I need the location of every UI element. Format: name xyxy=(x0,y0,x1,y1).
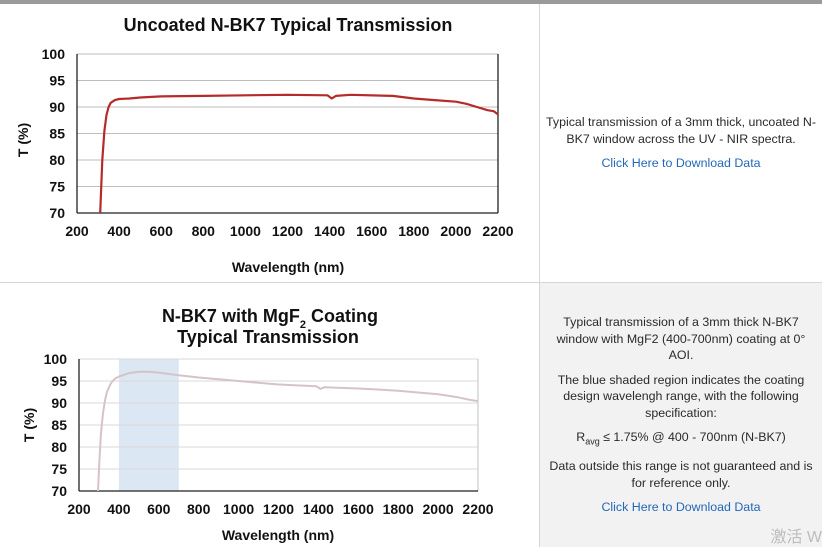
x-axis-label: Wavelength (nm) xyxy=(222,527,334,543)
y-tick-label: 70 xyxy=(49,205,65,221)
x-tick-label: 400 xyxy=(107,223,131,239)
series-group xyxy=(99,93,499,214)
coating-spec: Ravg ≤ 1.75% @ 400 - 700nm (N-BK7) xyxy=(576,429,786,450)
product-row-mgf2: N-BK7 with MgF2 Coating Typical Transmis… xyxy=(0,283,822,547)
x-tick-label: 1600 xyxy=(356,223,387,239)
chart-title-line2: Typical Transmission xyxy=(177,327,359,347)
transmission-series-line xyxy=(99,93,499,214)
chart-cell-mgf2: N-BK7 with MgF2 Coating Typical Transmis… xyxy=(0,283,539,547)
y-axis-label: T (%) xyxy=(21,408,37,442)
chart-title: Uncoated N-BK7 Typical Transmission xyxy=(124,15,453,35)
x-tick-label: 600 xyxy=(147,501,171,517)
x-tick-label: 1400 xyxy=(303,501,334,517)
y-tick-label: 90 xyxy=(49,99,65,115)
y-tick-labels: 70 75 80 85 90 95 100 xyxy=(44,351,68,499)
x-tick-label: 800 xyxy=(192,223,216,239)
activation-watermark: 激活 W xyxy=(770,529,822,546)
x-tick-label: 1400 xyxy=(314,223,345,239)
description-panel-uncoated: Typical transmission of a 3mm thick, unc… xyxy=(540,4,822,282)
y-tick-label: 100 xyxy=(42,46,66,62)
x-tick-label: 600 xyxy=(150,223,174,239)
y-tick-label: 70 xyxy=(51,483,67,499)
x-tick-label: 2000 xyxy=(440,223,471,239)
spec-subscript: avg xyxy=(585,436,600,447)
y-tick-label: 80 xyxy=(49,152,65,168)
x-tick-label: 200 xyxy=(67,501,91,517)
x-tick-labels: 200 400 600 800 1000 1200 1400 1600 1800 2000 2200 xyxy=(65,223,513,239)
y-tick-label: 85 xyxy=(49,126,65,142)
column-divider xyxy=(539,4,540,547)
product-row-uncoated: Uncoated N-BK7 Typical Transmission 70 75… xyxy=(0,4,822,282)
x-tick-label: 1000 xyxy=(230,223,261,239)
description-text: The blue shaded region indicates the coa… xyxy=(557,372,805,420)
x-tick-label: 1800 xyxy=(383,501,414,517)
x-tick-label: 2000 xyxy=(423,501,454,517)
spec-symbol: R xyxy=(576,430,586,445)
description-text: Typical transmission of a 3mm thick N-BK… xyxy=(556,315,806,363)
x-tick-label: 1200 xyxy=(272,223,303,239)
x-tick-label: 200 xyxy=(65,223,89,239)
chart-title-part: Coating xyxy=(306,306,378,326)
x-tick-label: 1200 xyxy=(263,501,294,517)
x-tick-labels: 200 400 600 800 1000 1200 1400 1600 1800 2000 2200 xyxy=(67,501,493,517)
transmission-chart-mgf2: N-BK7 with MgF2 Coating Typical Transmis… xyxy=(21,306,494,543)
y-tick-label: 75 xyxy=(51,461,67,477)
chart-title-part: N-BK7 with MgF xyxy=(162,306,300,326)
transmission-chart-uncoated: Uncoated N-BK7 Typical Transmission 70 75… xyxy=(15,15,514,275)
x-tick-label: 400 xyxy=(107,501,131,517)
series-group xyxy=(97,370,479,492)
description-text: Typical transmission of a 3mm thick, unc… xyxy=(546,115,816,146)
gridlines xyxy=(76,53,499,214)
chart-cell-uncoated: Uncoated N-BK7 Typical Transmission 70 75… xyxy=(0,4,539,282)
x-tick-label: 2200 xyxy=(462,501,493,517)
x-tick-label: 1000 xyxy=(223,501,254,517)
download-data-link[interactable]: Click Here to Download Data xyxy=(601,156,761,171)
row-divider xyxy=(0,282,822,283)
description-panel-mgf2: Typical transmission of a 3mm thick N-BK… xyxy=(540,283,822,547)
x-tick-label: 800 xyxy=(187,501,211,517)
x-axis-label: Wavelength (nm) xyxy=(232,259,344,275)
x-tick-label: 2200 xyxy=(482,223,513,239)
y-tick-label: 75 xyxy=(49,179,65,195)
y-tick-label: 80 xyxy=(51,439,67,455)
disclaimer-text: Data outside this range is not guarantee… xyxy=(549,459,813,490)
y-tick-labels: 70 75 80 85 90 95 100 xyxy=(42,46,66,221)
y-axis-label: T (%) xyxy=(15,123,31,157)
gridlines xyxy=(78,358,479,492)
y-tick-label: 100 xyxy=(44,351,68,367)
x-tick-label: 1600 xyxy=(343,501,374,517)
transmission-series-line xyxy=(97,370,479,492)
spec-value: ≤ 1.75% @ 400 - 700nm (N-BK7) xyxy=(599,430,786,445)
chart-title: N-BK7 with MgF2 Coating xyxy=(162,306,378,331)
download-data-link[interactable]: Click Here to Download Data xyxy=(601,500,761,515)
x-tick-label: 1800 xyxy=(398,223,429,239)
chart-title-subscript: 2 xyxy=(300,319,306,331)
y-tick-label: 95 xyxy=(51,373,67,389)
top-border xyxy=(0,0,822,4)
y-tick-label: 90 xyxy=(51,395,67,411)
y-tick-label: 95 xyxy=(49,73,65,89)
y-tick-label: 85 xyxy=(51,417,67,433)
